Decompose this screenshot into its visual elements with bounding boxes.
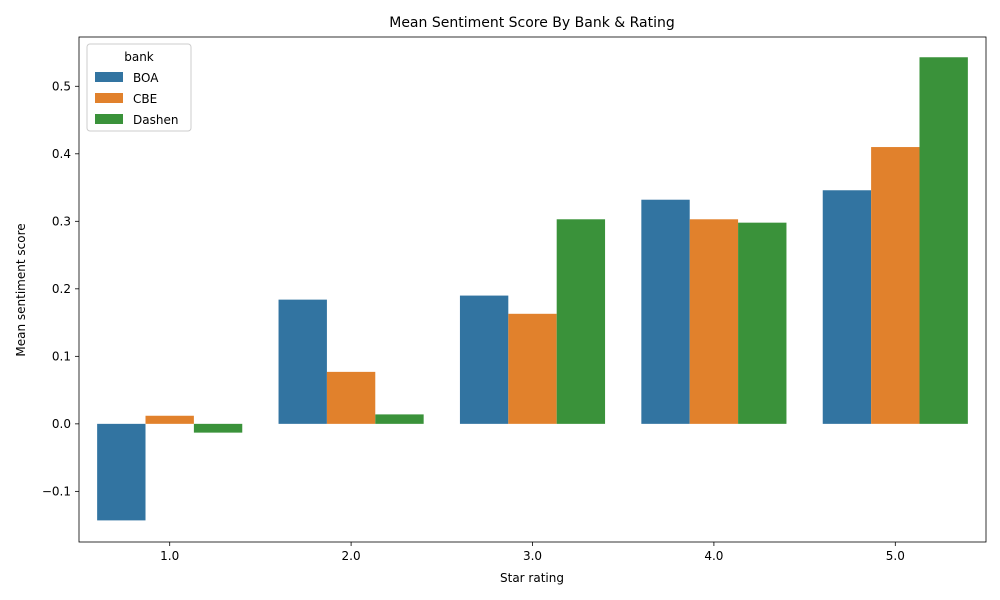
legend-box <box>86 43 192 132</box>
bar-dashen-4.0 <box>738 222 787 424</box>
bar-dashen-3.0 <box>556 219 606 424</box>
legend-swatch-dashen <box>95 114 123 124</box>
legend-swatch-boa <box>95 72 123 82</box>
legend-label-cbe: CBE <box>133 92 157 106</box>
bar-cbe-3.0 <box>508 313 557 424</box>
legend-title: bank <box>124 50 154 64</box>
chart-title: Mean Sentiment Score By Bank & Rating <box>389 15 675 31</box>
x-tick-label: 3.0 <box>523 549 542 563</box>
bar-cbe-1.0 <box>145 415 194 424</box>
plot-area <box>78 36 987 543</box>
bar-cbe-2.0 <box>326 371 376 424</box>
y-axis: −0.1 0.0 0.1 0.2 0.3 0.4 0.5 <box>42 79 79 498</box>
x-axis: 1.0 2.0 3.0 4.0 5.0 <box>160 542 905 563</box>
x-tick-label: 5.0 <box>886 549 905 563</box>
y-tick-label: 0.3 <box>52 214 71 228</box>
bar-boa-5.0 <box>822 190 872 424</box>
y-tick-label: 0.2 <box>52 282 71 296</box>
legend-label-boa: BOA <box>133 71 159 85</box>
bar-dashen-2.0 <box>375 414 424 424</box>
legend-swatch-cbe <box>95 93 123 103</box>
y-tick-label: 0.4 <box>52 147 71 161</box>
y-tick-label: 0.0 <box>52 417 71 431</box>
bar-boa-2.0 <box>278 299 327 424</box>
bar-dashen-5.0 <box>919 57 968 424</box>
x-axis-label: Star rating <box>500 571 564 585</box>
y-axis-label: Mean sentiment score <box>14 223 28 356</box>
x-tick-label: 4.0 <box>704 549 723 563</box>
x-tick-label: 2.0 <box>342 549 361 563</box>
x-tick-label: 1.0 <box>160 549 179 563</box>
bar-boa-4.0 <box>641 199 690 424</box>
bar-boa-1.0 <box>97 423 146 521</box>
y-tick-label: −0.1 <box>42 484 71 498</box>
legend: bank BOA CBE Dashen <box>86 43 192 132</box>
bar-cbe-4.0 <box>689 219 739 424</box>
bar-boa-3.0 <box>459 295 509 424</box>
bar-cbe-5.0 <box>871 147 920 424</box>
y-tick-label: 0.1 <box>52 349 71 363</box>
legend-label-dashen: Dashen <box>133 113 178 127</box>
bar-dashen-1.0 <box>193 423 243 433</box>
y-tick-label: 0.5 <box>52 79 71 93</box>
